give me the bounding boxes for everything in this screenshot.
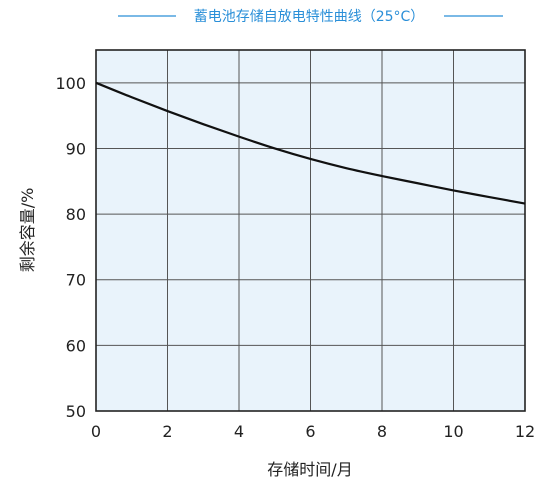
x-tick-label: 4 xyxy=(234,422,244,441)
y-tick-label: 60 xyxy=(66,336,86,355)
y-tick-label: 70 xyxy=(66,271,86,290)
x-tick-label: 2 xyxy=(162,422,172,441)
x-tick-label: 10 xyxy=(443,422,463,441)
y-tick-label: 80 xyxy=(66,205,86,224)
x-axis-label: 存储时间/月 xyxy=(267,460,352,479)
x-tick-label: 6 xyxy=(305,422,315,441)
x-tick-label: 8 xyxy=(377,422,387,441)
chart-title: 蓄电池存储自放电特性曲线（25°C） xyxy=(194,9,425,25)
series-line-0 xyxy=(95,81,526,205)
plot-frame xyxy=(95,49,526,412)
y-tick-label: 50 xyxy=(66,402,86,421)
x-tick-label: 0 xyxy=(91,422,101,441)
series-group xyxy=(95,81,526,205)
y-tick-label: 90 xyxy=(66,139,86,158)
x-tick-label: 12 xyxy=(515,422,535,441)
y-axis-label: 剩余容量/% xyxy=(18,188,37,273)
x-tick-labels: 0 2 4 6 8 10 12 xyxy=(91,422,535,441)
y-tick-labels: 50 60 70 80 90 100 xyxy=(55,74,86,421)
y-tick-label: 100 xyxy=(55,74,86,93)
